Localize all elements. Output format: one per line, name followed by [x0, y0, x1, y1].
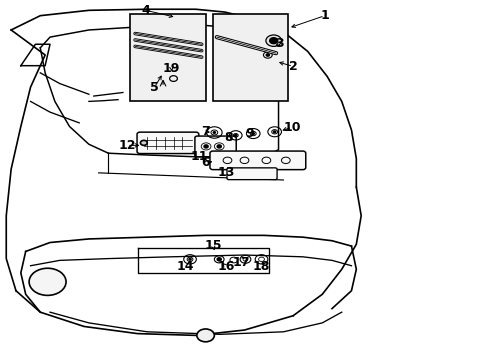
FancyBboxPatch shape — [209, 151, 305, 170]
Circle shape — [265, 35, 281, 46]
FancyBboxPatch shape — [226, 168, 277, 180]
Text: 9: 9 — [244, 127, 253, 140]
Circle shape — [252, 133, 254, 134]
Circle shape — [217, 145, 221, 148]
Text: 6: 6 — [201, 156, 209, 169]
Circle shape — [203, 145, 207, 148]
Circle shape — [234, 135, 236, 136]
Circle shape — [217, 258, 221, 261]
Text: 13: 13 — [217, 166, 235, 179]
Circle shape — [189, 258, 191, 260]
Circle shape — [197, 329, 214, 342]
Circle shape — [213, 132, 215, 133]
Circle shape — [140, 140, 147, 145]
Text: 14: 14 — [176, 260, 194, 273]
Text: 15: 15 — [203, 239, 221, 252]
Text: 7: 7 — [201, 125, 209, 138]
Text: 1: 1 — [320, 9, 328, 22]
Text: 4: 4 — [141, 4, 150, 17]
Text: 18: 18 — [252, 260, 270, 273]
Text: 19: 19 — [163, 62, 180, 75]
Text: 3: 3 — [275, 37, 284, 50]
Circle shape — [269, 38, 277, 44]
Text: 16: 16 — [217, 260, 234, 273]
Text: 10: 10 — [283, 121, 300, 134]
Circle shape — [273, 131, 275, 132]
Circle shape — [266, 54, 269, 56]
Text: 11: 11 — [191, 149, 208, 163]
Circle shape — [29, 268, 66, 296]
Text: 2: 2 — [288, 60, 297, 73]
FancyBboxPatch shape — [195, 136, 236, 157]
FancyBboxPatch shape — [130, 14, 205, 102]
Text: 5: 5 — [150, 81, 159, 94]
Text: 12: 12 — [118, 139, 135, 152]
Text: 8: 8 — [224, 131, 232, 144]
FancyBboxPatch shape — [137, 132, 199, 154]
FancyBboxPatch shape — [212, 14, 287, 102]
Text: 17: 17 — [232, 256, 249, 269]
